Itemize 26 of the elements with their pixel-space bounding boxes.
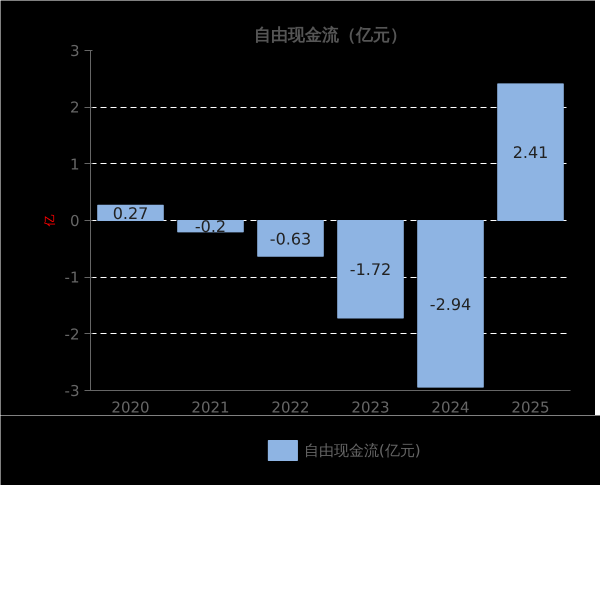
y-tick-label: 3 — [70, 42, 80, 60]
x-tick-label: 2024 — [431, 398, 470, 416]
y-axis-title: 亿 — [42, 214, 57, 228]
y-tick-label: -3 — [64, 382, 80, 400]
bar — [497, 83, 564, 221]
x-tick-label: 2023 — [351, 398, 390, 416]
x-tick-label: 2022 — [271, 398, 310, 416]
data-label: -0.2 — [194, 217, 226, 236]
data-label: 2.41 — [512, 143, 548, 162]
y-tick-label: 2 — [70, 98, 80, 117]
data-label: -1.72 — [350, 260, 392, 280]
bar — [417, 220, 484, 388]
x-tick-label: 2020 — [111, 398, 150, 416]
chart-title: 自由现金流（亿元） — [254, 26, 407, 46]
y-tick-label: -2 — [64, 325, 80, 344]
bar — [337, 220, 404, 318]
y-tick-label: 0 — [70, 212, 80, 230]
legend-label: 自由现金流(亿元) — [304, 442, 421, 460]
data-label: -2.94 — [430, 294, 472, 314]
data-label: 0.27 — [112, 204, 148, 223]
y-tick-label: 1 — [70, 155, 80, 174]
y-tick-label: -1 — [64, 268, 80, 287]
x-tick-label: 2021 — [191, 398, 230, 416]
bar — [257, 220, 324, 257]
x-tick-label: 2025 — [511, 398, 550, 416]
data-label: -0.63 — [270, 229, 312, 248]
